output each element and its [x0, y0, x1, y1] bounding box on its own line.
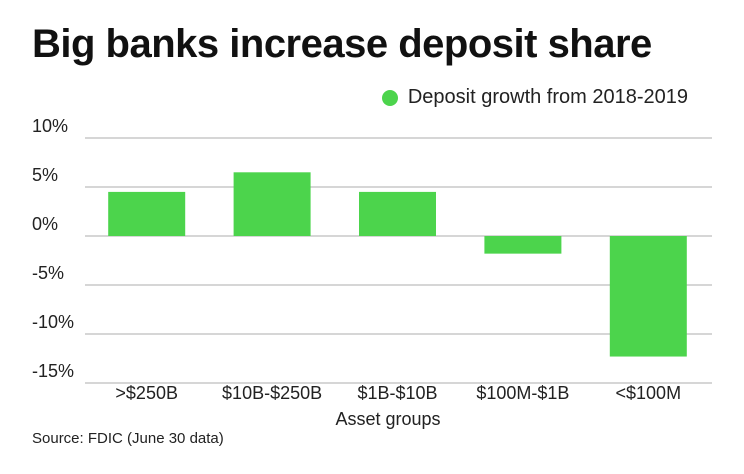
chart-title: Big banks increase deposit share: [32, 22, 652, 66]
y-tick-label: -5%: [32, 263, 64, 283]
x-tick-label: <$100M: [616, 383, 682, 403]
y-tick-label: -10%: [32, 312, 74, 332]
y-tick-label: -15%: [32, 361, 74, 381]
y-tick-label: 5%: [32, 165, 58, 185]
x-tick-label: $100M-$1B: [476, 383, 569, 403]
x-tick-label: >$250B: [115, 383, 178, 403]
bar: [108, 191, 186, 236]
x-tick-label: $10B-$250B: [222, 383, 322, 403]
x-tick-label: $1B-$10B: [357, 383, 437, 403]
legend: Deposit growth from 2018-2019: [381, 86, 688, 109]
x-axis-title: Asset groups: [335, 409, 440, 429]
y-tick-label: 0%: [32, 214, 58, 234]
legend-swatch: [381, 89, 398, 106]
bar: [359, 191, 436, 236]
source-note: Source: FDIC (June 30 data): [32, 430, 224, 447]
bar: [484, 236, 562, 254]
y-tick-label: 10%: [32, 116, 68, 136]
legend-label: Deposit growth from 2018-2019: [407, 86, 688, 108]
bar: [233, 172, 311, 236]
bar: [609, 236, 687, 357]
